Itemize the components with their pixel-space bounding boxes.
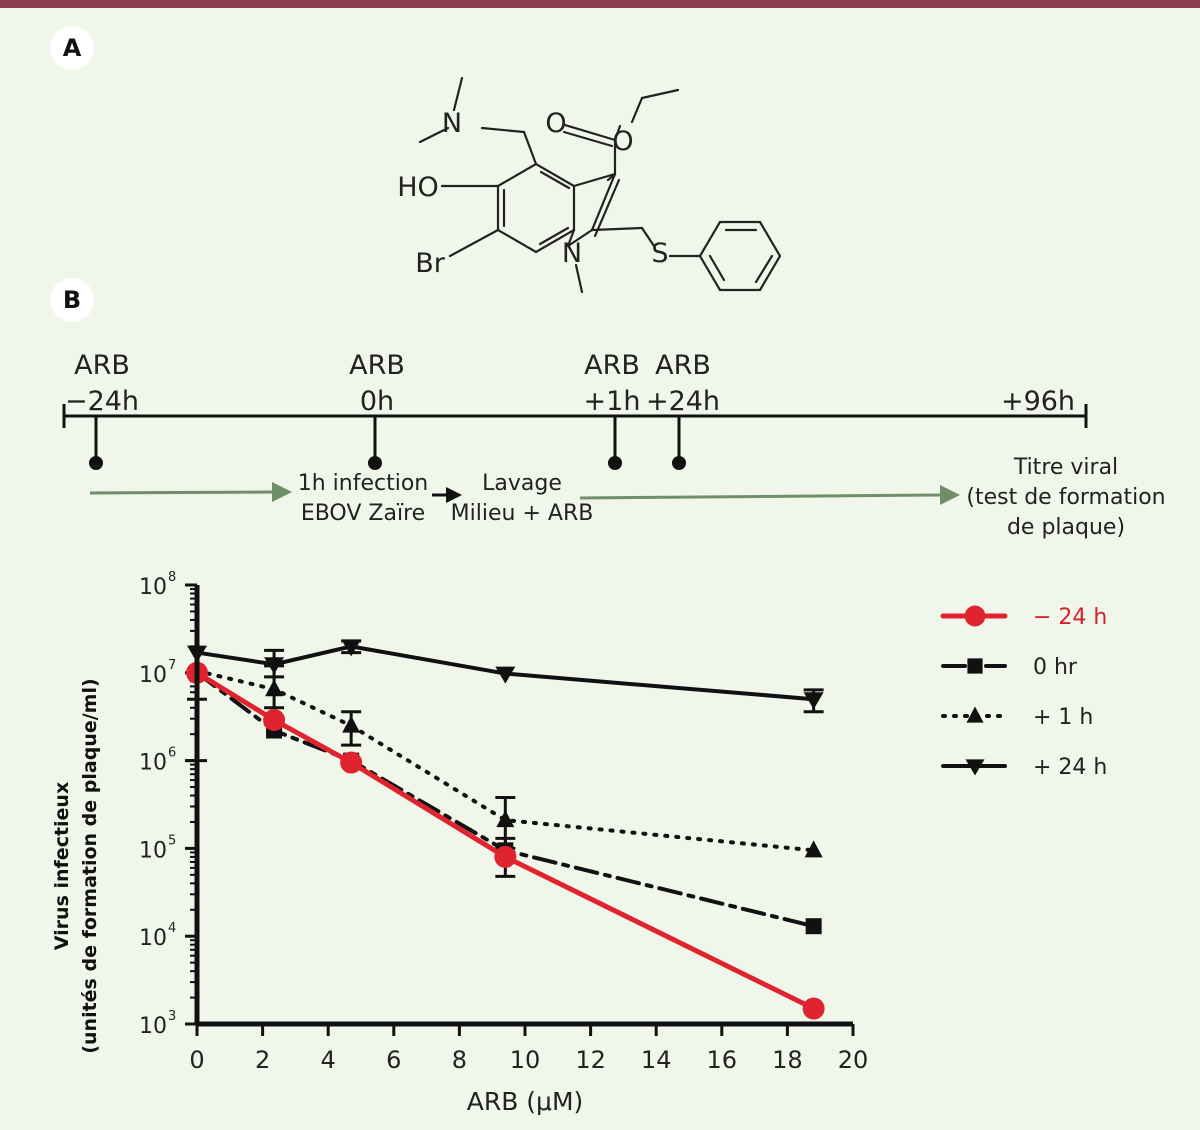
atom-n-ring: N [562, 238, 582, 269]
x-tick-label: 4 [321, 1046, 336, 1074]
x-tick-label: 8 [452, 1046, 467, 1074]
svg-text:0h: 0h [360, 386, 394, 417]
legend-item-3: + 24 h [941, 755, 1107, 780]
step-wash-line1: Lavage [482, 471, 562, 496]
y-tick-exponent: 8 [168, 570, 176, 585]
x-tick-label: 14 [641, 1046, 672, 1074]
y-axis-label: Virus infectieux (unités de formation de… [51, 678, 101, 1053]
legend-label: + 1 h [1033, 705, 1093, 730]
x-axis-label: ARB (μM) [467, 1087, 584, 1116]
panel-label-b: B [50, 278, 94, 322]
svg-text:+1h: +1h [584, 386, 641, 417]
legend-label: 0 hr [1033, 655, 1078, 680]
x-tick-label: 18 [772, 1046, 803, 1074]
step-infection-line2: EBOV Zaïre [301, 501, 425, 526]
chart-legend: − 24 h 0 hr + 1 h + 24 h [940, 605, 1107, 780]
timeline-arrow-1 [89, 490, 273, 495]
arrow-head-2-icon [446, 487, 462, 503]
step-titer-line1: Titre viral [1013, 455, 1118, 480]
data-point [265, 679, 284, 697]
data-point [494, 845, 517, 868]
data-point [965, 759, 985, 776]
svg-text:+24h: +24h [646, 386, 720, 417]
y-tick-label: 10 [139, 751, 167, 776]
timeline: ARB −24h ARB 0h ARB +1h ARB +24h +96h 1h… [62, 350, 1166, 540]
data-point [341, 639, 362, 657]
x-tick-label: 10 [510, 1046, 541, 1074]
series-2 [188, 660, 823, 858]
x-tick-label: 0 [189, 1046, 204, 1074]
svg-text:ARB: ARB [349, 350, 405, 381]
virus-titer-chart: Virus infectieux (unités de formation de… [51, 570, 869, 1116]
step-titer-line3: de plaque) [1007, 515, 1125, 540]
atom-o-ester: O [612, 126, 633, 157]
series-3 [187, 639, 824, 714]
legend-item-1: 0 hr [941, 655, 1078, 680]
svg-text:ARB: ARB [655, 350, 711, 381]
data-point [802, 997, 825, 1020]
data-point [966, 706, 984, 723]
series-0 [186, 661, 825, 1020]
arrow-head-1-icon [272, 482, 292, 502]
data-point [804, 840, 823, 858]
molecule-structure: N O O HO Br N S [397, 76, 782, 294]
y-tick-label: 10 [139, 575, 167, 600]
data-point [263, 709, 286, 732]
atom-s: S [651, 238, 668, 269]
y-tick-exponent: 3 [168, 1009, 176, 1024]
x-tick-label: 6 [386, 1046, 401, 1074]
svg-text:ARB: ARB [74, 350, 130, 381]
y-tick-label: 10 [139, 838, 167, 863]
atom-n-dimethyl: N [442, 108, 462, 139]
timeline-marker-minus24: ARB −24h [65, 350, 139, 470]
y-tick-exponent: 6 [168, 746, 176, 761]
timeline-marker-plus24: ARB +24h [646, 350, 720, 470]
svg-text:Virus infectieux: Virus infectieux [51, 782, 73, 950]
timeline-arrow-3 [579, 493, 941, 500]
x-tick-label: 16 [707, 1046, 738, 1074]
step-titer-line2: (test de formation [966, 485, 1165, 510]
step-infection-line1: 1h infection [298, 471, 429, 496]
timeline-marker-plus1: ARB +1h [584, 350, 641, 470]
legend-label: + 24 h [1033, 755, 1107, 780]
legend-item-2: + 1 h [941, 705, 1093, 730]
y-tick-label: 10 [139, 1014, 167, 1039]
data-point [967, 658, 983, 674]
data-point [495, 666, 516, 684]
top-accent-bar [0, 0, 1200, 8]
atom-ho: HO [397, 172, 439, 203]
y-tick-label: 10 [139, 926, 167, 951]
data-point [964, 605, 986, 627]
legend-label: − 24 h [1033, 605, 1107, 630]
atom-br: Br [415, 248, 446, 279]
arrow-head-3-icon [940, 485, 960, 505]
x-tick-label: 12 [575, 1046, 606, 1074]
y-tick-label: 10 [139, 663, 167, 688]
svg-text:(unités de formation de plaque: (unités de formation de plaque/ml) [79, 678, 101, 1053]
legend-item-0: − 24 h [940, 605, 1107, 630]
svg-text:ARB: ARB [584, 350, 640, 381]
x-tick-label: 20 [838, 1046, 869, 1074]
y-tick-exponent: 4 [168, 921, 176, 936]
atom-o-carbonyl: O [545, 108, 566, 139]
data-point [340, 751, 363, 774]
data-point [805, 918, 822, 935]
data-point [803, 692, 824, 710]
step-wash-line2: Milieu + ARB [451, 501, 594, 526]
timeline-marker-0: ARB 0h [349, 350, 405, 470]
data-point [496, 810, 515, 828]
svg-text:−24h: −24h [65, 386, 139, 417]
y-tick-exponent: 5 [168, 833, 176, 848]
y-tick-exponent: 7 [168, 658, 176, 673]
data-point [342, 715, 361, 733]
timeline-end-label: +96h [1001, 386, 1075, 417]
panel-label-a: A [50, 26, 94, 70]
x-tick-label: 2 [255, 1046, 270, 1074]
